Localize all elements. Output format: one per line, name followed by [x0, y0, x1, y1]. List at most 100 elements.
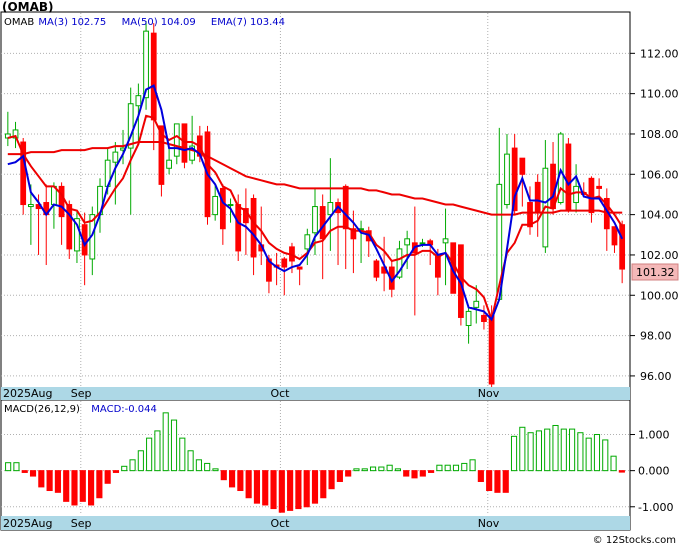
candle-body — [327, 202, 334, 216]
candle-body — [442, 238, 449, 244]
macd-date-band — [1, 516, 630, 530]
candle-body — [74, 218, 80, 252]
macd-bar — [295, 470, 302, 510]
macd-gridlines — [1, 401, 630, 515]
candle-body — [212, 195, 219, 216]
macd-bar — [112, 470, 120, 473]
macd-bar — [54, 470, 61, 493]
macd-bar — [535, 430, 542, 472]
macd-bar — [204, 462, 211, 472]
date-axis: 2025Aug 2025Aug Sep Sep Oct Oct Nov Nov — [3, 387, 500, 530]
last-price-label: 101.32 — [636, 266, 675, 279]
macd-bar — [452, 464, 460, 472]
candle-body — [143, 30, 149, 99]
macd-bar — [146, 437, 153, 472]
y-axis-labels: 96.00 98.00 100.00 102.00 104.00 106.00 108.00… — [630, 47, 679, 514]
macd-bar — [320, 470, 327, 499]
macd-bar — [394, 468, 402, 472]
macd-bar — [369, 466, 377, 472]
macd-bar — [137, 450, 144, 472]
candle-body — [488, 314, 495, 385]
legend-item: OMAB — [4, 17, 34, 28]
candle-body — [350, 228, 357, 240]
macd-histogram — [5, 412, 625, 513]
last-price-box — [631, 263, 679, 281]
price-gridlines — [1, 13, 630, 386]
macd-bar — [328, 470, 335, 490]
macd-ytick-label: 0.000 — [638, 465, 670, 478]
macd-bar — [345, 470, 352, 477]
macd-bar — [593, 434, 601, 472]
macd-bar — [96, 470, 103, 499]
macd-panel-frame — [0, 399, 631, 531]
macd-bar — [88, 470, 95, 506]
macd-bar — [469, 459, 476, 472]
macd-bar — [104, 470, 111, 484]
macd-bar — [403, 470, 410, 477]
date-label: Oct — [270, 387, 290, 400]
price-date-band — [1, 387, 630, 400]
macd-bar — [527, 432, 534, 472]
candle-body — [312, 206, 318, 234]
macd-bar — [361, 468, 368, 472]
candle-body — [189, 145, 196, 161]
macd-bar — [436, 464, 443, 472]
macd-bar — [237, 470, 244, 492]
candle-body — [227, 204, 234, 207]
candle-body — [27, 204, 34, 208]
macd-bar — [618, 470, 625, 473]
candle-body — [66, 204, 73, 250]
macd-bar — [21, 470, 28, 473]
macd-bar — [278, 470, 285, 513]
candle-body — [511, 147, 518, 212]
macd-bar — [170, 419, 178, 472]
price-ytick-label: 102.00 — [640, 249, 679, 262]
candle-body — [527, 202, 533, 228]
candle-body — [58, 185, 65, 218]
legend-item: MA(50) 104.09 — [122, 17, 196, 28]
macd-bar — [29, 470, 37, 477]
candle-body — [481, 314, 487, 322]
credit-text: © 12Stocks.com — [593, 535, 676, 546]
candle-body — [166, 159, 172, 169]
macd-bar — [419, 470, 426, 477]
candle-body — [588, 177, 595, 214]
macd-bar — [610, 455, 617, 472]
macd-bar — [262, 470, 269, 506]
candle-body — [573, 185, 579, 204]
macd-bar — [228, 470, 236, 488]
candle-body — [404, 238, 411, 246]
macd-bar — [63, 470, 70, 502]
macd-bar — [386, 464, 393, 472]
macd-date-label: Oct — [270, 517, 290, 530]
macd-bar — [519, 426, 526, 472]
candle-body — [465, 310, 472, 327]
ma50-line — [7, 141, 623, 216]
candle-body — [135, 95, 142, 107]
macd-ytick-label: 1.000 — [638, 429, 670, 442]
macd-legend-item: MACD(26,12,9) — [4, 404, 80, 415]
macd-bar — [577, 432, 584, 472]
macd-bar — [270, 470, 277, 510]
price-ytick-label: 96.00 — [640, 370, 672, 383]
candle-body — [565, 143, 572, 212]
candle-body — [473, 300, 480, 308]
macd-bar — [129, 459, 136, 472]
macd-bar — [311, 470, 319, 504]
macd-bar — [303, 470, 310, 508]
macd-bar — [13, 462, 20, 472]
candle-body — [281, 258, 288, 268]
candle-body — [419, 242, 426, 245]
candle-body — [296, 266, 303, 270]
macd-bar — [461, 462, 468, 472]
candle-body — [181, 123, 188, 163]
macd-bar — [569, 428, 576, 472]
macd-ytick-label: -1.000 — [638, 501, 673, 514]
macd-bar — [71, 470, 78, 506]
candle-body — [158, 125, 165, 185]
price-ytick-label: 104.00 — [640, 209, 679, 222]
macd-bar — [560, 428, 567, 472]
macd-bar — [79, 470, 86, 502]
legend-item: MA(3) 102.75 — [38, 17, 106, 28]
price-ytick-label: 98.00 — [640, 330, 672, 343]
